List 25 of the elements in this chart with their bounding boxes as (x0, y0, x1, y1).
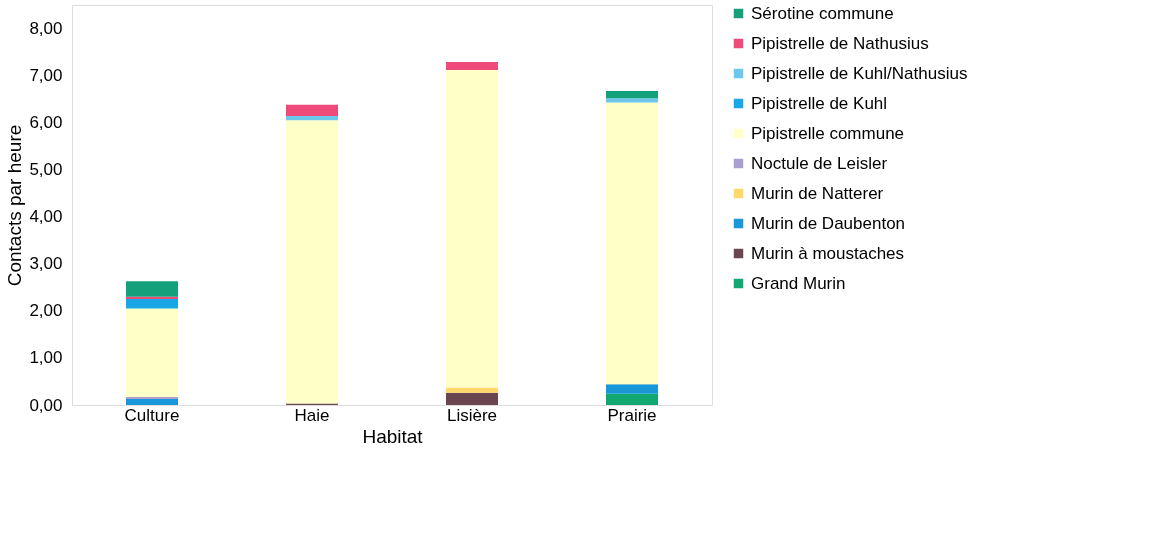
legend-label: Grand Murin (751, 273, 846, 293)
y-tick-label: 8,00 (29, 19, 63, 39)
legend-label: Murin de Natterer (751, 183, 884, 203)
legend-label: Pipistrelle de Nathusius (751, 33, 929, 53)
y-tick-label: 6,00 (29, 113, 63, 133)
y-tick-label: 5,00 (29, 160, 63, 180)
legend-label: Murin de Daubenton (751, 213, 906, 233)
y-tick-label: 7,00 (29, 66, 63, 86)
legend-label: Pipistrelle de Kuhl/Nathusius (751, 63, 968, 83)
y-tick-label: 2,00 (29, 301, 63, 321)
legend-label: Sérotine commune (751, 3, 894, 23)
x-tick-label: Culture (124, 405, 180, 425)
y-axis-title: Contacts par heure (4, 124, 26, 287)
x-tick-label: Lisière (446, 405, 498, 425)
legend-label: Murin à moustaches (751, 243, 905, 263)
legend-label: Noctule de Leisler (751, 153, 888, 173)
x-axis-title: Habitat (362, 425, 424, 447)
y-tick-label: 1,00 (29, 348, 63, 368)
x-tick-label: Prairie (607, 405, 657, 425)
legend-label: Pipistrelle commune (751, 123, 905, 143)
y-tick-label: 3,00 (29, 254, 63, 274)
y-tick-label: 4,00 (29, 207, 63, 227)
x-tick-label: Haie (294, 405, 330, 425)
y-tick-label: 0,00 (29, 395, 63, 415)
legend-label: Pipistrelle de Kuhl (751, 93, 888, 113)
